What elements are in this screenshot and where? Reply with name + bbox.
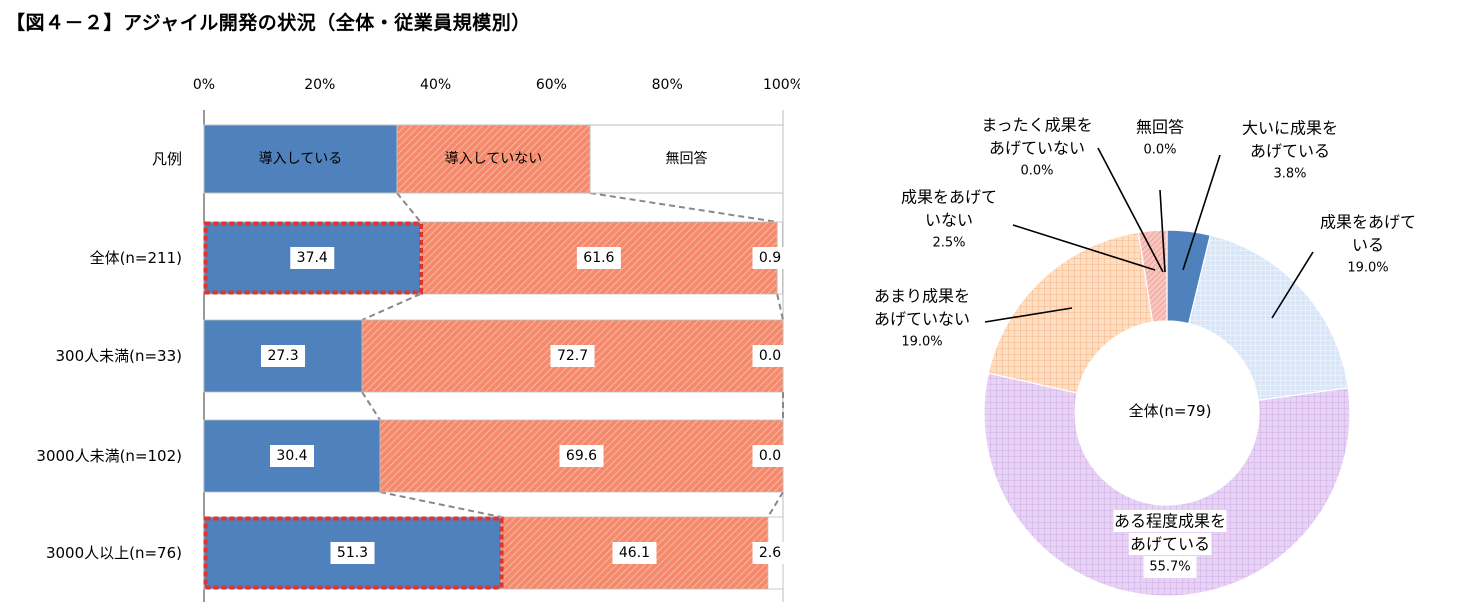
value-label: 30.4 [276,448,307,464]
legend-swatch [589,124,784,194]
value-label: 46.1 [619,545,650,561]
value-label-box [752,542,788,564]
donut-slice [1166,229,1212,325]
value-label: 51.3 [337,545,368,561]
slice-label-box [1143,556,1197,578]
legend-row-label: 凡例 [152,150,182,168]
slice-label: まったく成果を [981,116,1092,135]
value-label: 0.0 [759,448,781,464]
value-label-box [261,345,306,367]
value-label-box [559,445,604,467]
value-label-box [330,542,375,564]
value-label: 69.6 [566,448,597,464]
connector-line [379,491,502,518]
value-label: 72.7 [557,348,588,364]
value-label-box [550,345,595,367]
leader-line [1271,251,1314,319]
slice-pct-label: 0.0% [1020,164,1053,179]
value-label: 61.6 [583,250,614,266]
value-label-box [752,247,788,269]
value-label: 37.4 [297,250,328,266]
value-label: 27.3 [267,348,298,364]
legend-item-label: 導入していない [445,151,543,167]
stacked-bar-chart: 0% 20% 40% 60% 80% 100% 凡例 導入している 導入していない 無回答全体(… [36,77,800,602]
leader-line [1097,147,1164,273]
category-label: 3000人以上(n=76) [46,544,182,562]
value-label-box [752,345,788,367]
connector-line [361,293,421,321]
leader-line [1159,189,1166,273]
leader-line [1012,224,1156,271]
category-label: 3000人未満(n=102) [36,447,182,465]
value-label-box [612,542,657,564]
slice-label: いない [925,211,973,230]
legend-item-label: 無回答 [666,150,708,167]
slice-label: あげている [1250,142,1330,161]
value-label-box [270,445,315,467]
slice-label: いる [1352,236,1384,255]
value-label-box [290,247,335,269]
value-label: 0.0 [759,348,781,364]
slice-label: 成果をあげて [1320,213,1416,232]
x-tick-label: 80% [652,77,683,93]
x-tick-label: 0% [193,77,215,93]
slice-label: 大いに成果を [1242,119,1338,138]
connector-line [589,192,778,223]
slice-label: ある程度成果を [1114,512,1226,531]
slice-label: あまり成果を [874,287,970,306]
slice-pct-label: 0.0% [1143,143,1176,158]
highlight-frame [203,516,504,590]
x-tick-label: 100% [763,77,800,93]
slice-pct-label: 19.0% [1347,261,1388,276]
legend-item-label: 導入している [259,151,343,167]
slice-pct-label: 3.8% [1273,167,1306,182]
donut-slice [1137,229,1168,323]
slice-pct-label: 2.5% [932,236,965,251]
donut-slice [987,231,1154,394]
connector-line [767,491,784,518]
value-label: 0.9 [759,250,781,266]
slice-label: あげていない [989,139,1085,158]
donut-slice [983,372,1351,597]
donut-slice [1188,234,1349,401]
slice-pct-label: 19.0% [901,335,942,350]
connector-line [361,391,381,421]
leader-line [1182,154,1221,271]
connector-line [776,293,784,321]
slice-pct-label: 55.7% [1149,560,1190,575]
value-label-box [752,445,788,467]
x-tick-label: 20% [304,77,335,93]
slice-label: 無回答 [1136,118,1184,137]
slice-label: あげていない [874,310,970,329]
slice-label-box [1113,510,1227,532]
category-label: 全体(n=211) [90,249,182,267]
slice-label: あげている [1130,535,1210,554]
x-tick-label: 60% [536,77,567,93]
value-label: 2.6 [759,545,781,561]
legend-swatch [203,124,398,194]
highlight-frame [203,221,424,295]
leader-line [984,307,1073,323]
slice-label-box [1128,533,1212,555]
category-label: 300人未満(n=33) [56,347,183,365]
connector-line [396,192,422,223]
value-label-box [576,247,621,269]
slice-label: 成果をあげて [901,188,997,207]
donut-center-label: 全体(n=79) [1129,402,1212,420]
chart-title: 【図４－２】アジャイル開発の状況（全体・従業員規模別） [6,12,531,34]
x-tick-label: 40% [420,77,451,93]
